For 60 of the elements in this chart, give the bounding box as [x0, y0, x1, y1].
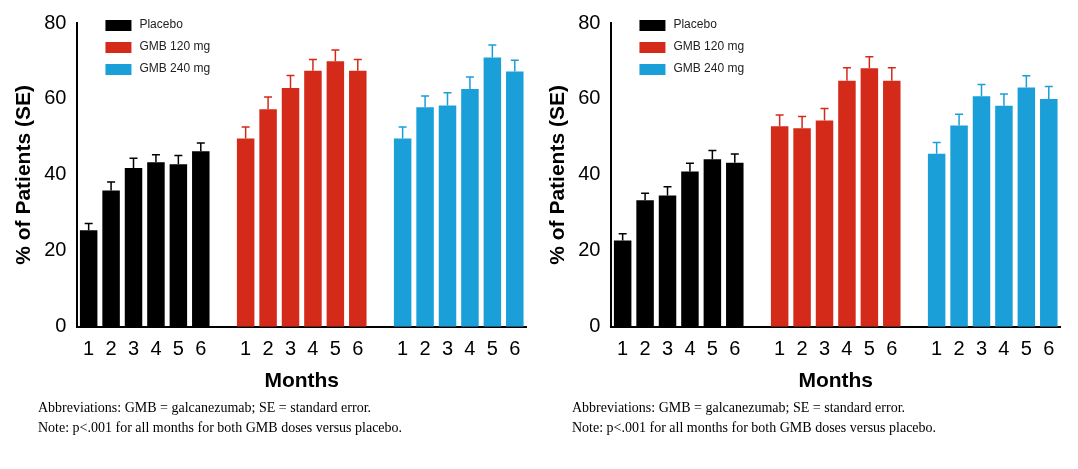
x-tick-label: 1	[397, 337, 409, 360]
y-axis-title: % of Patients (SE)	[545, 85, 569, 265]
x-tick-label: 6	[729, 337, 741, 360]
x-tick-label: 4	[841, 337, 853, 360]
text: Abbreviations: GMB = galcanezumab; SE = standard error.	[38, 399, 373, 417]
x-axis-title: Months	[798, 368, 874, 392]
x-tick-label: 6	[352, 337, 364, 360]
x-tick-label: 3	[661, 337, 674, 360]
legend-label: Placebo	[673, 17, 718, 32]
x-tick-label: 3	[975, 337, 988, 360]
x-tick-label: 3	[127, 337, 140, 360]
y-tick-label: 60	[578, 86, 601, 109]
x-tick-label: 1	[617, 337, 629, 360]
x-tick-label: 4	[150, 337, 162, 360]
legend-label: GMB 120 mg	[673, 39, 745, 54]
y-tick-label: 0	[55, 314, 67, 337]
legend-label: GMB 240 mg	[673, 61, 745, 76]
x-tick-label: 4	[998, 337, 1010, 360]
x-tick-label: 2	[105, 337, 117, 360]
x-tick-label: 3	[284, 337, 297, 360]
x-tick-label: 2	[262, 337, 274, 360]
y-tick-label: 80	[578, 10, 601, 33]
y-tick-label: 80	[44, 10, 67, 33]
x-tick-label: 4	[464, 337, 476, 360]
y-tick-label: 20	[578, 238, 601, 261]
legend-label: Placebo	[139, 17, 184, 32]
text: Abbreviations: GMB = galcanezumab; SE = standard error.	[572, 399, 907, 417]
x-tick-label: 3	[441, 337, 454, 360]
x-tick-label: 2	[639, 337, 651, 360]
text: Note: p<.001 for all months for both GMB doses versus placebo.	[572, 419, 938, 437]
text: Note: p<.001 for all months for both GMB doses versus placebo.	[38, 419, 404, 437]
x-tick-label: 2	[796, 337, 808, 360]
x-tick-label: 6	[886, 337, 898, 360]
legend-label: GMB 240 mg	[139, 61, 211, 76]
x-tick-label: 5	[706, 337, 718, 360]
x-tick-label: 1	[240, 337, 252, 360]
x-tick-label: 5	[172, 337, 184, 360]
x-tick-label: 1	[774, 337, 786, 360]
y-tick-label: 20	[44, 238, 67, 261]
x-axis-title: Months	[264, 368, 340, 392]
x-tick-label: 6	[1043, 337, 1055, 360]
y-tick-label: 60	[44, 86, 67, 109]
x-tick-label: 3	[818, 337, 831, 360]
x-tick-label: 2	[419, 337, 431, 360]
x-tick-label: 1	[83, 337, 95, 360]
y-axis-title: % of Patients (SE)	[11, 85, 35, 265]
x-tick-label: 6	[509, 337, 521, 360]
x-tick-label: 6	[195, 337, 207, 360]
x-tick-label: 4	[307, 337, 319, 360]
y-tick-label: 0	[589, 314, 601, 337]
x-tick-label: 5	[329, 337, 341, 360]
y-tick-label: 40	[44, 162, 67, 185]
x-tick-label: 2	[953, 337, 965, 360]
x-tick-label: 5	[863, 337, 875, 360]
x-tick-label: 5	[486, 337, 498, 360]
x-tick-label: 1	[931, 337, 943, 360]
x-tick-label: 5	[1020, 337, 1032, 360]
y-tick-label: 40	[578, 162, 601, 185]
x-tick-label: 4	[684, 337, 696, 360]
legend-label: GMB 120 mg	[139, 39, 211, 54]
